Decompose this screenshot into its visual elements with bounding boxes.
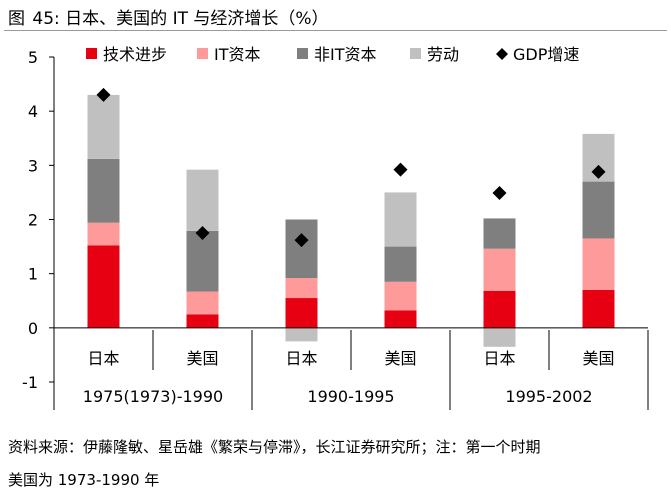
category-label: 日本 [285, 349, 317, 368]
bar-segment-1 [186, 314, 219, 328]
bar-segment-3 [186, 230, 219, 292]
source-note-line-2: 美国为 1973-1990 年 [8, 471, 160, 489]
bar-segment-1 [384, 310, 417, 328]
bar-segment-2 [87, 222, 120, 246]
y-tick-label: 1 [28, 265, 38, 284]
legend-swatch [410, 48, 421, 59]
legend-label: GDP增速 [513, 45, 579, 64]
gdp-marker [96, 87, 111, 102]
period-label: 1995-2002 [505, 387, 592, 406]
gdp-marker [294, 233, 309, 248]
legend-swatch [86, 48, 97, 59]
legend-swatch [496, 48, 508, 60]
bar-segment-1 [483, 291, 516, 328]
legend-swatch [297, 48, 308, 59]
bar-segment-3 [285, 219, 318, 278]
period-label: 1990-1995 [307, 387, 394, 406]
legend: 技术进步 IT资本 非IT资本 劳动 GDP增速 [86, 45, 579, 64]
gdp-markers [96, 87, 606, 248]
bar-segment-1 [87, 245, 120, 328]
gdp-marker [195, 226, 210, 241]
bar-segment-3 [87, 158, 120, 223]
y-tick-label: -1 [22, 373, 38, 392]
y-tick-label: 3 [28, 156, 38, 175]
category-label: 日本 [483, 349, 515, 368]
bar-segment-4 [285, 327, 318, 342]
bar-segment-1 [582, 289, 615, 328]
legend-label: 劳动 [427, 45, 459, 64]
gdp-marker [591, 164, 606, 179]
category-label: 日本 [87, 349, 119, 368]
legend-label: IT资本 [214, 45, 261, 64]
gdp-marker [492, 185, 507, 200]
bar-segment-2 [186, 291, 219, 315]
figure-title: 图 45: 日本、美国的 IT 与经济增长（%） [8, 4, 329, 29]
bar-segment-4 [87, 94, 120, 159]
figure-number: 45: [32, 9, 60, 29]
bar-segment-4 [483, 327, 516, 347]
bar-segment-3 [582, 181, 615, 239]
bar-segment-2 [582, 238, 615, 290]
bar-segment-2 [285, 278, 318, 299]
gdp-marker [393, 162, 408, 177]
category-label: 美国 [384, 349, 416, 368]
figure-title-text: 日本、美国的 IT 与经济增长（%） [65, 9, 329, 29]
figure-label: 图 [8, 9, 25, 29]
y-tick-label: 5 [28, 48, 38, 67]
legend-swatch [197, 48, 208, 59]
category-label: 美国 [186, 349, 218, 368]
bar-segment-4 [384, 192, 417, 247]
title-rule [4, 30, 667, 31]
bar-segment-2 [483, 248, 516, 291]
period-label: 1975(1973)-1990 [83, 387, 223, 406]
source-note-line-1: 资料来源：伊藤隆敏、星岳雄《繁荣与停滞》，长江证券研究所；注：第一个时期 [8, 438, 541, 456]
category-label: 美国 [582, 349, 614, 368]
legend-label: 非IT资本 [314, 45, 377, 64]
y-axis: -1 0 1 2 3 4 5 [22, 48, 55, 392]
bars [87, 94, 615, 347]
legend-label: 技术进步 [103, 45, 167, 64]
source-note: 资料来源：伊藤隆敏、星岳雄《繁荣与停滞》，长江证券研究所；注：第一个时期 美国为… [8, 431, 666, 497]
bar-segment-3 [483, 218, 516, 249]
bar-segment-2 [384, 281, 417, 311]
bar-segment-3 [384, 246, 417, 282]
x-axis: 日本 美国 日本 美国 日本 美国 1975(1973)-1990 1990-1995 1995… [53, 327, 649, 410]
bar-segment-1 [285, 298, 318, 328]
y-tick-label: 0 [28, 319, 38, 338]
y-tick-label: 2 [28, 211, 38, 230]
bar-segment-4 [186, 169, 219, 231]
y-tick-label: 4 [28, 102, 38, 121]
